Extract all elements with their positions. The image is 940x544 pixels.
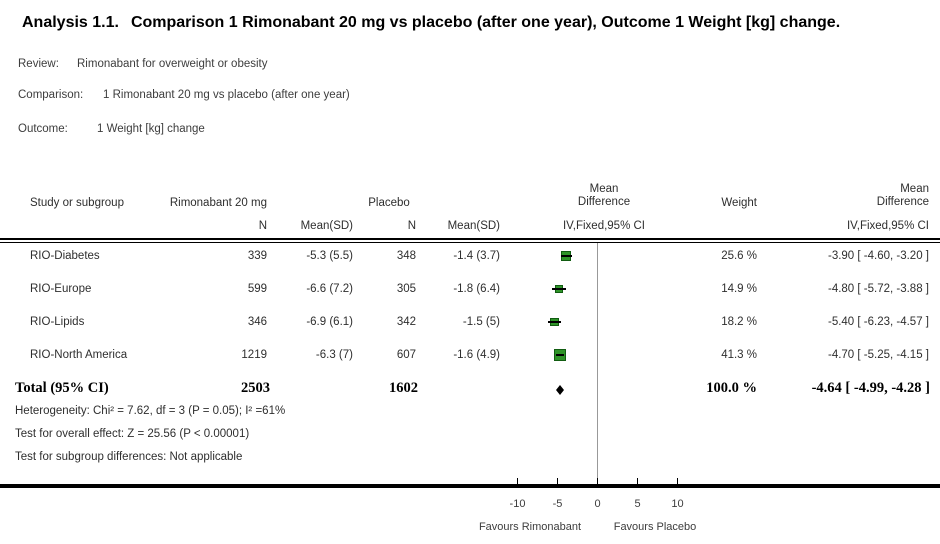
overall-effect-note: Test for overall effect: Z = 25.56 (P < … xyxy=(15,428,250,440)
point-estimate-dot xyxy=(565,255,568,257)
outcome-value: 1 Weight [kg] change xyxy=(97,123,205,135)
meansd-placebo: -1.6 (4.9) xyxy=(453,349,500,361)
total-n-treatment: 2503 xyxy=(241,380,270,396)
summary-diamond xyxy=(556,385,565,395)
meansd-treatment: -6.3 (7) xyxy=(315,349,353,361)
meansd-treatment: -6.6 (7.2) xyxy=(306,283,353,295)
col-header-n1: N xyxy=(258,220,267,232)
total-n-placebo: 1602 xyxy=(389,380,418,396)
total-label: Total (95% CI) xyxy=(15,380,109,396)
n-placebo: 348 xyxy=(396,250,416,262)
analysis-label: Analysis 1.1. xyxy=(22,14,119,31)
outcome-label: Outcome: xyxy=(18,123,68,135)
study-name: RIO-Diabetes xyxy=(30,250,100,262)
point-estimate-dot xyxy=(558,354,561,356)
meansd-treatment: -5.3 (5.5) xyxy=(306,250,353,262)
meansd-placebo: -1.8 (6.4) xyxy=(453,283,500,295)
weight-value: 14.9 % xyxy=(721,283,757,295)
heterogeneity-note: Heterogeneity: Chi² = 7.62, df = 3 (P = … xyxy=(15,405,286,417)
axis-tick-label: -10 xyxy=(509,498,526,510)
study-name: RIO-Lipids xyxy=(30,316,85,328)
col-header-md-text-2: Difference xyxy=(876,196,929,208)
col-header-meansd1: Mean(SD) xyxy=(300,220,353,232)
n-placebo: 607 xyxy=(396,349,416,361)
col-header-method-text: IV,Fixed,95% CI xyxy=(846,220,929,232)
comparison-label: Comparison: xyxy=(18,89,84,101)
col-header-study: Study or subgroup xyxy=(30,197,124,209)
col-header-n2: N xyxy=(407,220,416,232)
col-header-meansd2: Mean(SD) xyxy=(447,220,500,232)
axis-tick-label: 0 xyxy=(594,498,601,510)
axis-tick xyxy=(636,478,639,484)
review-value: Rimonabant for overweight or obesity xyxy=(77,58,268,70)
study-name: RIO-North America xyxy=(30,349,128,361)
n-placebo: 305 xyxy=(396,283,416,295)
favours-left-label: Favours Rimonabant xyxy=(478,521,582,533)
total-weight: 100.0 % xyxy=(706,380,757,396)
weight-value: 25.6 % xyxy=(721,250,757,262)
total-md-ci: -4.64 [ -4.99, -4.28 ] xyxy=(811,380,930,396)
weight-value: 41.3 % xyxy=(721,349,757,361)
col-header-md-plot-2: Difference xyxy=(577,196,631,208)
n-treatment: 1219 xyxy=(241,349,267,361)
review-label: Review: xyxy=(18,58,59,70)
subgroup-diff-note: Test for subgroup differences: Not appli… xyxy=(15,451,243,463)
page-title: Analysis 1.1. Comparison 1 Rimonabant 20 … xyxy=(22,13,840,32)
axis-tick xyxy=(516,478,519,484)
meansd-placebo: -1.5 (5) xyxy=(462,316,500,328)
favours-right-label: Favours Placebo xyxy=(613,521,697,533)
meansd-treatment: -6.9 (6.1) xyxy=(306,316,353,328)
n-placebo: 342 xyxy=(396,316,416,328)
axis-tick xyxy=(676,478,679,484)
study-name: RIO-Europe xyxy=(30,283,92,295)
point-estimate-dot xyxy=(558,288,561,290)
n-treatment: 339 xyxy=(247,250,267,262)
col-header-md-plot-1: Mean xyxy=(589,183,619,195)
point-estimate-dot xyxy=(553,321,556,323)
meansd-placebo: -1.4 (3.7) xyxy=(453,250,500,262)
header-divider-rule xyxy=(0,238,940,243)
md-ci-value: -4.70 [ -5.25, -4.15 ] xyxy=(827,349,929,361)
md-ci-value: -4.80 [ -5.72, -3.88 ] xyxy=(827,283,929,295)
axis-tick xyxy=(556,478,559,484)
axis-tick-label: -5 xyxy=(552,498,563,510)
n-treatment: 346 xyxy=(247,316,267,328)
col-header-treatment: Rimonabant 20 mg xyxy=(169,197,267,209)
col-header-method-plot: IV,Fixed,95% CI xyxy=(562,220,646,232)
zero-effect-line xyxy=(597,243,598,484)
n-treatment: 599 xyxy=(247,283,267,295)
md-ci-value: -3.90 [ -4.60, -3.20 ] xyxy=(827,250,929,262)
axis-tick xyxy=(596,478,599,484)
analysis-title-text: Comparison 1 Rimonabant 20 mg vs placebo… xyxy=(130,14,841,31)
col-header-md-text-1: Mean xyxy=(900,183,929,195)
axis-tick-label: 10 xyxy=(671,498,684,510)
comparison-value: 1 Rimonabant 20 mg vs placebo (after one… xyxy=(103,89,350,101)
md-ci-value: -5.40 [ -6.23, -4.57 ] xyxy=(827,316,929,328)
axis-tick-label: 5 xyxy=(634,498,641,510)
weight-value: 18.2 % xyxy=(721,316,757,328)
col-header-placebo: Placebo xyxy=(368,197,410,209)
col-header-weight: Weight xyxy=(721,197,757,209)
x-axis-line xyxy=(0,484,940,488)
